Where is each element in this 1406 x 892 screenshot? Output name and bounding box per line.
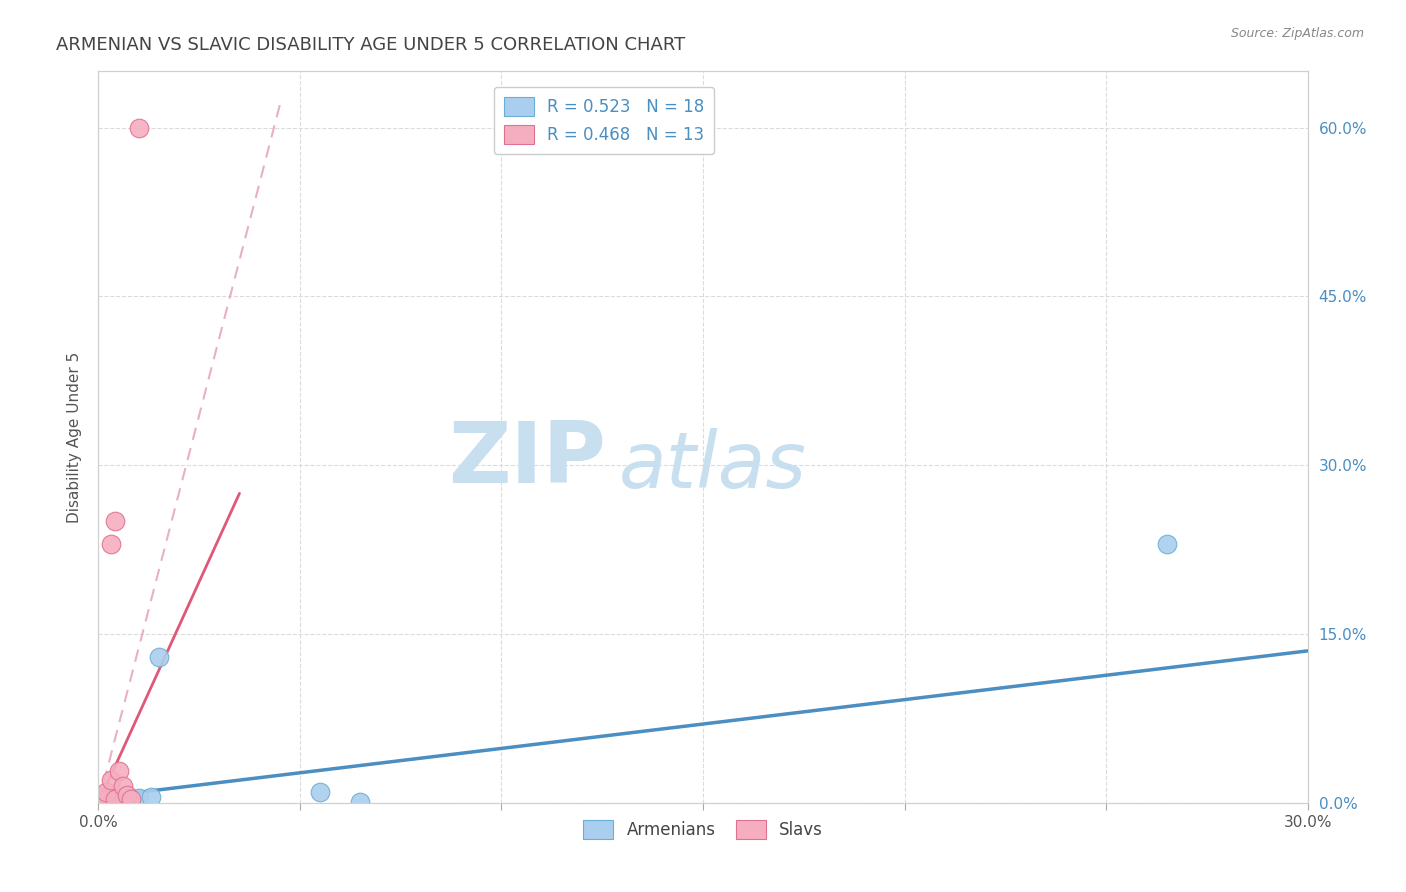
Point [107, 792, 129, 806]
Point [309, 784, 332, 798]
Point [128, 120, 150, 135]
Text: ZIP: ZIP [449, 417, 606, 500]
Point [349, 795, 371, 809]
Point [100, 537, 122, 551]
Point [111, 779, 134, 793]
Point [91, 790, 114, 805]
Point [96, 792, 118, 806]
Y-axis label: Disability Age Under 5: Disability Age Under 5 [67, 351, 83, 523]
Text: atlas: atlas [619, 428, 806, 504]
Point [96, 792, 118, 806]
Point [91, 793, 114, 807]
Point [107, 790, 129, 805]
Point [107, 764, 129, 779]
Point [139, 790, 162, 805]
Point [87, 795, 110, 809]
Point [96, 784, 118, 798]
Point [96, 795, 118, 809]
Point [115, 788, 138, 802]
Point [100, 793, 122, 807]
Point [128, 791, 150, 805]
Legend: Armenians, Slavs: Armenians, Slavs [576, 814, 830, 846]
Point [103, 515, 125, 529]
Point [148, 649, 170, 664]
Point [120, 791, 142, 805]
Point [115, 792, 138, 806]
Point [1156, 537, 1178, 551]
Point [91, 795, 114, 809]
Point [120, 792, 142, 806]
Text: Source: ZipAtlas.com: Source: ZipAtlas.com [1230, 27, 1364, 40]
Point [100, 773, 122, 788]
Point [103, 792, 125, 806]
Point [111, 791, 134, 805]
Point [100, 791, 122, 805]
Text: ARMENIAN VS SLAVIC DISABILITY AGE UNDER 5 CORRELATION CHART: ARMENIAN VS SLAVIC DISABILITY AGE UNDER … [56, 36, 686, 54]
Point [103, 792, 125, 806]
